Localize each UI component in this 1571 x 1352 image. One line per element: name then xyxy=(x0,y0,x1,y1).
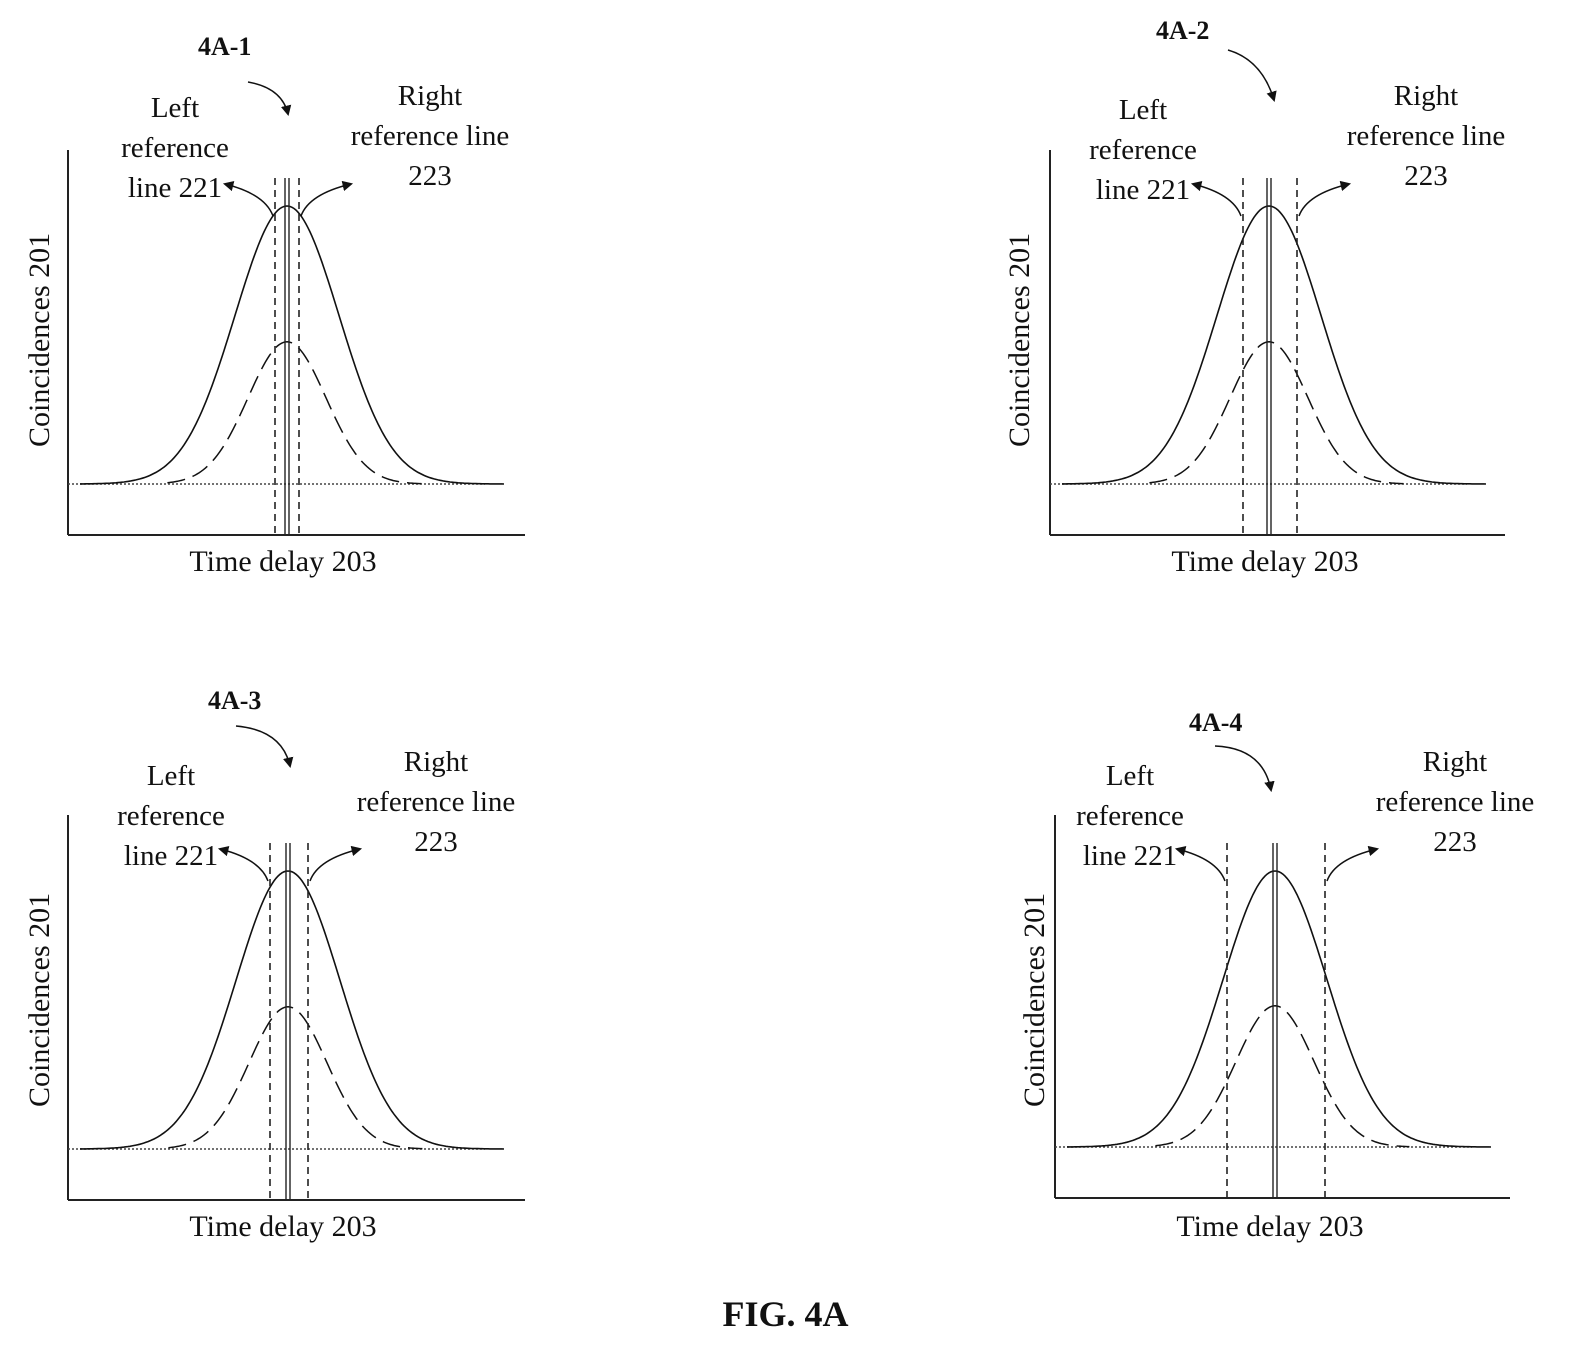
secondary-curve-dashed xyxy=(167,341,422,485)
plot-area xyxy=(67,81,525,536)
panel-4a-3: 4A-3 Left reference line 221 Right referenc… xyxy=(20,686,580,1290)
panel-id: 4A-3 xyxy=(208,686,262,715)
left-reference-label: Left reference line 221 xyxy=(121,92,229,204)
left-reference-arrow xyxy=(1190,180,1242,217)
x-axis-label: Time delay 203 xyxy=(189,1210,377,1243)
right-reference-label: Right reference line 223 xyxy=(1375,746,1535,858)
plot-area xyxy=(67,725,525,1201)
left-reference-arrow xyxy=(222,180,274,217)
main-curve-solid xyxy=(1062,205,1487,485)
left-reference-label: Left reference line 221 xyxy=(117,760,225,872)
panel-4a-2: 4A-2 Left reference line 221 Right referenc… xyxy=(1000,16,1560,630)
x-axis-label: Time delay 203 xyxy=(189,545,377,578)
panel-id-arrow xyxy=(1214,745,1275,793)
right-reference-label: Right reference line 223 xyxy=(1346,80,1506,192)
main-curve-solid xyxy=(80,205,505,485)
right-reference-arrow xyxy=(300,180,354,217)
right-reference-arrow xyxy=(309,845,363,882)
panel-id: 4A-2 xyxy=(1156,16,1210,45)
x-axis-label: Time delay 203 xyxy=(1171,545,1359,578)
panel-id: 4A-1 xyxy=(198,32,252,61)
left-reference-arrow xyxy=(1174,845,1226,882)
plot-area xyxy=(1054,745,1510,1199)
panel-id: 4A-4 xyxy=(1189,708,1243,737)
panel-id-arrow xyxy=(247,81,292,117)
right-reference-arrow xyxy=(1326,845,1380,882)
right-reference-arrow xyxy=(1298,180,1352,217)
x-axis-label: Time delay 203 xyxy=(1176,1210,1364,1243)
panel-4a-1: 4A-1 Left reference line 221 Right referenc… xyxy=(20,30,580,630)
main-curve-solid xyxy=(80,870,505,1150)
left-reference-label: Left reference line 221 xyxy=(1089,94,1197,206)
main-curve-solid xyxy=(1067,870,1492,1148)
left-reference-label: Left reference line 221 xyxy=(1076,760,1184,872)
panel-4a-4: 4A-4 Left reference line 221 Right referenc… xyxy=(1005,690,1565,1290)
right-reference-label: Right reference line 223 xyxy=(356,746,516,858)
figure-title: FIG. 4A xyxy=(722,1294,849,1334)
secondary-curve-dashed xyxy=(1155,1005,1410,1148)
right-reference-label: Right reference line 223 xyxy=(350,80,510,192)
panel-id-arrow xyxy=(1227,49,1277,103)
plot-area xyxy=(1049,49,1505,536)
secondary-curve-dashed xyxy=(168,1006,423,1150)
secondary-curve-dashed xyxy=(1149,341,1404,485)
panel-id-arrow xyxy=(235,725,294,769)
left-reference-arrow xyxy=(217,845,269,882)
